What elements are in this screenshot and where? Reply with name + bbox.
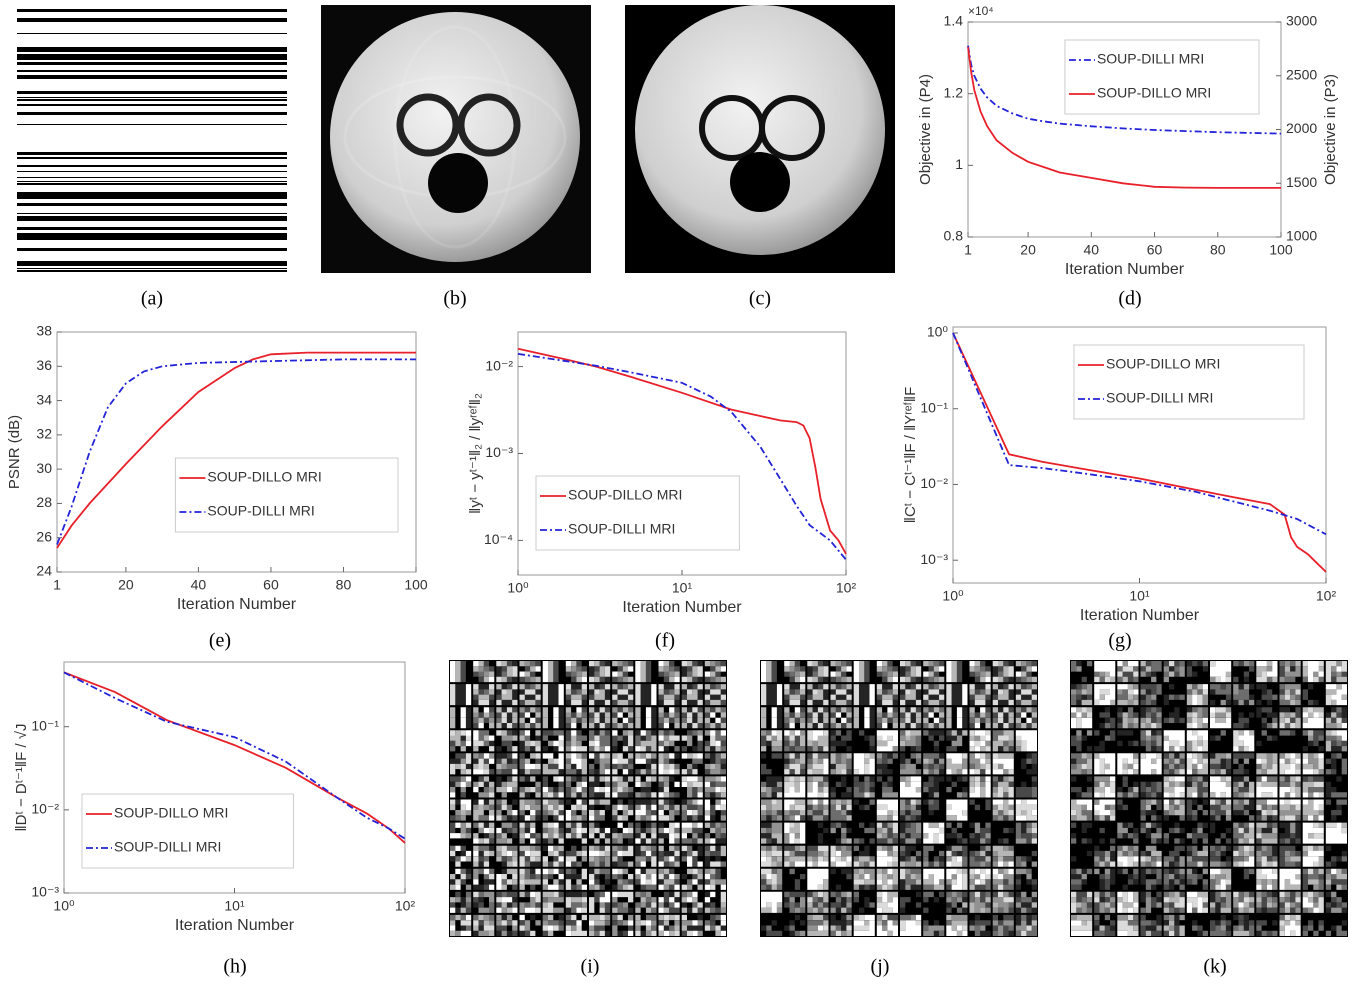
figure: 1204060801000.811.21.4100015002000250030… (0, 0, 1363, 984)
panel-caption: (e) (209, 630, 231, 652)
y-tick-label: 10⁻⁴ (484, 531, 513, 547)
y-tick-label: 10⁻¹ (920, 399, 948, 415)
x-axis-label: Iteration Number (622, 599, 742, 616)
x-tick-label: 1 (964, 242, 972, 258)
panel-caption: (d) (1118, 288, 1141, 310)
y2-tick-label: 1500 (1286, 174, 1317, 190)
y-tick-label: 10⁻² (31, 801, 59, 817)
legend-label: SOUP-DILLI MRI (207, 503, 314, 519)
x-tick-label: 10² (836, 580, 857, 596)
x-tick-label: 20 (1020, 242, 1036, 258)
x-axis-label: Iteration Number (177, 596, 297, 613)
y-tick-label: 0.8 (944, 228, 964, 244)
legend-label: SOUP-DILLO MRI (1106, 356, 1220, 372)
y-axis-label: ‖Cᵗ − Cᵗ⁻¹‖F / ‖Yʳᵉᶠ‖F (902, 387, 919, 524)
y-tick-label: 26 (36, 528, 52, 544)
x-tick-label: 10⁰ (53, 898, 75, 914)
y-tick-label: 1 (955, 156, 963, 172)
x-tick-label: 10¹ (224, 898, 245, 914)
x-tick-label: 20 (118, 577, 134, 593)
y-tick-label: 10⁰ (927, 324, 949, 340)
y-tick-label: 28 (36, 494, 52, 510)
panel-caption: (g) (1108, 630, 1131, 652)
y-tick-label: 10⁻¹ (31, 717, 59, 733)
panel-caption: (h) (223, 956, 246, 978)
x-tick-label: 80 (336, 577, 352, 593)
y-tick-label: 10⁻² (485, 357, 513, 373)
panel-caption: (a) (141, 288, 163, 310)
y-tick-label: 10⁻³ (485, 444, 513, 460)
y-axis-label: ‖Dᵗ − Dᵗ⁻¹‖F / √J (13, 723, 30, 831)
legend-label: SOUP-DILLI MRI (1097, 51, 1204, 67)
x-tick-label: 60 (1147, 242, 1163, 258)
x-tick-label: 40 (1084, 242, 1100, 258)
panel-caption: (b) (443, 288, 466, 310)
x-axis-label: Iteration Number (1065, 261, 1185, 278)
legend-label: SOUP-DILLI MRI (1106, 390, 1213, 406)
chart: 10⁰ 10¹ 10² 10⁻⁴ 10⁻³ 10⁻² Iteration Number ‖yᵗ… (467, 332, 856, 616)
y-tick-label: 1.2 (944, 84, 964, 100)
x-tick-label: 100 (404, 577, 428, 593)
y-tick-label: 30 (36, 460, 52, 476)
x-tick-label: 40 (191, 577, 207, 593)
y-tick-label: 10⁻³ (31, 884, 59, 900)
y-tick-label: 10⁻² (920, 475, 948, 491)
y-exponent-label: ×10⁴ (968, 4, 994, 18)
y-tick-label: 10⁻³ (920, 551, 948, 567)
x-tick-label: 60 (263, 577, 279, 593)
x-tick-label: 80 (1210, 242, 1226, 258)
legend-label: SOUP-DILLO MRI (114, 805, 228, 821)
y-axis-label: PSNR (dB) (6, 415, 23, 489)
panel-caption: (i) (581, 956, 600, 978)
y-tick-label: 1.4 (944, 13, 964, 29)
x-tick-label: 10⁰ (507, 580, 529, 596)
y-tick-label: 24 (36, 563, 52, 579)
legend-label: SOUP-DILLO MRI (207, 469, 321, 485)
reference-image (625, 5, 895, 273)
legend-label: SOUP-DILLI MRI (568, 521, 675, 537)
x-tick-label: 10² (1316, 588, 1337, 604)
y2-axis-label: Objective in (P3) (1322, 74, 1339, 185)
chart: 10⁰ 10¹ 10² 10⁻³ 10⁻² 10⁻¹ 10⁰ Iteration Number… (902, 324, 1336, 625)
panel-caption: (c) (749, 288, 771, 310)
x-tick-label: 100 (1269, 242, 1293, 258)
y-axis-label: Objective in (P4) (917, 74, 934, 185)
x-axis-label: Iteration Number (175, 917, 295, 934)
y2-tick-label: 1000 (1286, 228, 1317, 244)
panel-caption: (k) (1203, 956, 1226, 978)
y-tick-label: 38 (36, 323, 52, 339)
x-axis-label: Iteration Number (1080, 607, 1200, 624)
x-tick-label: 10⁰ (942, 588, 964, 604)
y-axis-label: ‖yᵗ − yᵗ⁻¹‖₂ / ‖yʳᵉᶠ‖₂ (467, 393, 484, 514)
x-tick-label: 10¹ (1129, 588, 1150, 604)
legend-label: SOUP-DILLO MRI (1097, 85, 1211, 101)
y2-tick-label: 3000 (1286, 13, 1317, 29)
panel-caption: (f) (655, 630, 675, 652)
legend-label: SOUP-DILLO MRI (568, 487, 682, 503)
panel-caption: (j) (871, 956, 890, 978)
sampling-mask (17, 5, 287, 273)
y2-tick-label: 2000 (1286, 120, 1317, 136)
y-tick-label: 36 (36, 357, 52, 373)
x-tick-label: 10¹ (672, 580, 693, 596)
y-tick-label: 32 (36, 426, 52, 442)
y-tick-label: 34 (36, 391, 52, 407)
chart: 1 20 40 60 80 100 24 26 28 30 32 34 36 38 Iteration Nu… (6, 323, 428, 614)
dictionaries (449, 660, 1348, 937)
legend-label: SOUP-DILLI MRI (114, 839, 221, 855)
x-tick-label: 1 (53, 577, 61, 593)
x-tick-label: 10² (395, 898, 416, 914)
y2-tick-label: 2500 (1286, 66, 1317, 82)
mask-background (17, 152, 287, 273)
chart: 10⁰ 10¹ 10² 10⁻³ 10⁻² 10⁻¹ Iteration Number ‖Dᵗ… (13, 662, 415, 934)
zero-filled-image (321, 5, 591, 273)
